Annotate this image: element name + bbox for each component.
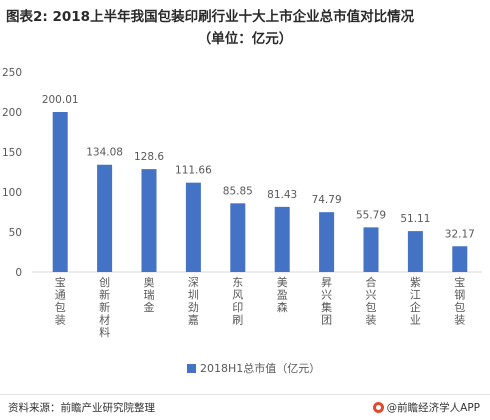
bar (52, 111, 68, 272)
legend-swatch (187, 364, 196, 373)
data-label: 55.79 (356, 209, 386, 221)
category-label: 昇兴集团 (321, 276, 332, 327)
bar-chart: 0 50 100 150 200 250 200.01 宝通包装 134.08 创新新材料 128.… (2, 67, 482, 375)
category-label: 东风印刷 (232, 276, 243, 327)
category-label: 奥瑞金 (144, 275, 155, 314)
qianzhan-logo-icon (372, 402, 384, 413)
brand-watermark: @前瞻经济学人APP (372, 400, 480, 415)
y-tick-label: 150 (2, 147, 22, 159)
y-tick-label: 200 (2, 107, 22, 119)
data-label: 111.66 (175, 165, 212, 177)
footer-divider (0, 394, 490, 395)
data-label: 85.85 (223, 185, 253, 197)
bar (274, 206, 290, 272)
bar (407, 231, 423, 272)
category-label: 创新新材料 (99, 276, 110, 339)
chart-title: 图表2: 2018上半年我国包装印刷行业十大上市企业总市值对比情况 (6, 9, 415, 25)
y-tick-label: 50 (9, 227, 22, 239)
bar (363, 227, 379, 272)
bar (319, 212, 335, 272)
y-tick-label: 250 (2, 67, 22, 79)
data-label: 128.6 (134, 151, 164, 163)
category-label: 宝通包装 (55, 275, 66, 327)
chart-subtitle: （单位：亿元） (197, 31, 293, 47)
bar (185, 182, 201, 272)
data-label: 200.01 (42, 94, 79, 106)
data-label: 134.08 (86, 147, 123, 159)
brand-text: @前瞻经济学人APP (386, 402, 480, 414)
y-tick-label: 100 (2, 187, 22, 199)
bar (141, 169, 157, 272)
category-label: 美盈森 (277, 276, 288, 314)
source-note: 资料来源：前瞻产业研究院整理 (8, 402, 155, 414)
bar (97, 164, 113, 272)
data-label: 81.43 (267, 189, 297, 201)
y-tick-label: 0 (15, 267, 22, 279)
data-label: 74.79 (312, 194, 342, 206)
legend-label: 2018H1总市值（亿元） (200, 361, 320, 375)
bar (230, 203, 246, 272)
category-label: 宝钢包装 (454, 275, 465, 327)
category-label: 深圳劲嘉 (188, 276, 199, 327)
bar (452, 246, 468, 272)
category-label: 紫江企业 (410, 276, 421, 327)
data-label: 32.17 (445, 228, 475, 240)
data-label: 51.11 (400, 213, 430, 225)
category-label: 合兴包装 (366, 275, 377, 327)
